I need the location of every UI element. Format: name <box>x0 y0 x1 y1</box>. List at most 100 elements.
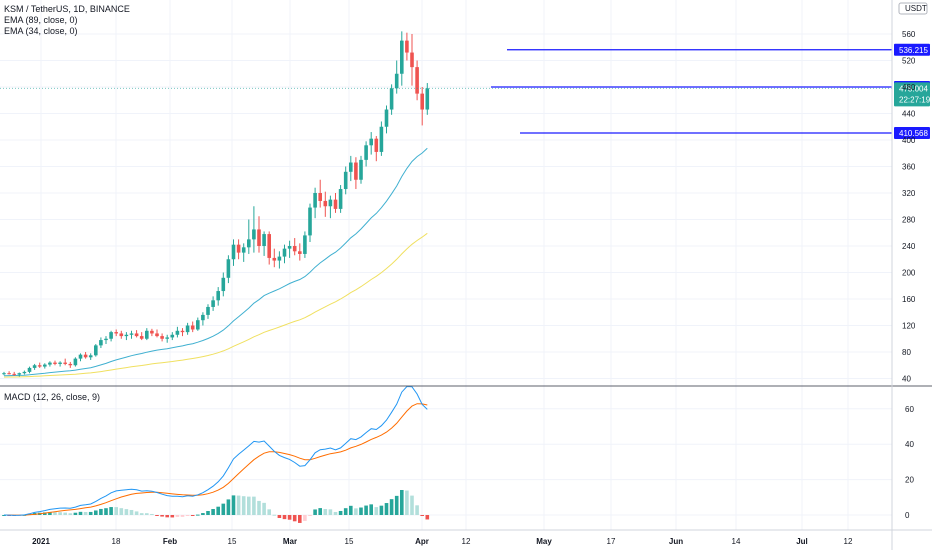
macd-histogram-bar <box>94 510 98 515</box>
candle-body <box>109 332 113 339</box>
time-tick-label: 18 <box>112 537 121 546</box>
macd-histogram-bar <box>124 509 129 515</box>
macd-histogram-bar <box>272 514 277 516</box>
candle-body <box>12 373 16 375</box>
candle-body <box>420 93 424 110</box>
legend-ema34[interactable]: EMA (34, close, 0) <box>4 26 78 36</box>
candle-body <box>272 257 277 261</box>
macd-histogram-bar <box>190 515 195 516</box>
candle-body <box>231 244 236 260</box>
candle-body <box>180 330 185 333</box>
macd-histogram-bar <box>287 515 292 520</box>
candle-body <box>425 88 430 110</box>
candle-body <box>410 52 414 68</box>
candle-body <box>32 365 37 368</box>
macd-histogram-bar <box>359 507 363 515</box>
main-legend: KSM / TetherUS, 1D, BINANCE EMA (89, clo… <box>4 4 130 37</box>
candle-body <box>160 336 164 339</box>
macd-histogram-bar <box>73 512 78 515</box>
price-tick-label: 280 <box>902 216 916 225</box>
candle-body <box>73 358 78 366</box>
candle-body <box>328 199 333 207</box>
macd-histogram-bar <box>389 499 394 515</box>
candle-body <box>58 362 62 364</box>
macd-histogram-bar <box>226 499 231 515</box>
ema89-line <box>3 232 428 378</box>
candle-body <box>206 306 210 315</box>
price-tick-label: 360 <box>902 163 916 172</box>
legend-symbol[interactable]: KSM / TetherUS, 1D, BINANCE <box>4 4 130 14</box>
candle-body <box>405 40 409 53</box>
candle-body <box>155 333 159 337</box>
time-tick-label: Mar <box>283 537 297 546</box>
macd-histogram-bar <box>379 505 384 515</box>
macd-histogram-bar <box>139 513 144 515</box>
candle-body <box>78 354 83 359</box>
candle-body <box>165 337 169 339</box>
macd-histogram-bar <box>247 496 251 515</box>
macd-histogram-bar <box>83 511 88 515</box>
time-tick-label: Apr <box>415 537 429 546</box>
price-level-value: 536.215 <box>899 46 928 55</box>
time-tick-label: 12 <box>844 537 853 546</box>
candle-body <box>201 314 205 321</box>
macd-histogram-bar <box>53 512 57 515</box>
macd-histogram-bar <box>196 514 200 516</box>
candle-body <box>119 333 124 337</box>
macd-signal-line <box>4 403 428 516</box>
candle-body <box>374 138 379 152</box>
macd-layer <box>2 385 430 523</box>
candle-body <box>175 330 180 335</box>
macd-histogram-bar <box>134 511 139 515</box>
candle-body <box>185 325 190 333</box>
candles-layer <box>2 31 430 377</box>
candle-body <box>99 340 103 346</box>
ema34-layer <box>3 147 428 377</box>
macd-histogram-bar <box>267 509 271 515</box>
legend-macd[interactable]: MACD (12, 26, close, 9) <box>4 392 101 402</box>
candle-body <box>226 259 231 278</box>
macd-histogram-bar <box>338 510 343 515</box>
candle-body <box>129 333 134 335</box>
candle-body <box>369 138 373 146</box>
candle-body <box>252 229 256 240</box>
legend-ema89[interactable]: EMA (89, close, 0) <box>4 15 78 25</box>
price-tick-label: 480 <box>902 83 916 92</box>
macd-histogram-bar <box>405 490 409 515</box>
macd-histogram-bar <box>384 503 389 515</box>
candle-body <box>145 330 149 339</box>
candle-body <box>63 362 67 364</box>
macd-tick-label: 0 <box>905 511 910 520</box>
macd-histogram-bar <box>99 508 103 515</box>
candle-body <box>318 193 322 201</box>
candle-body <box>257 229 261 246</box>
candle-body <box>17 373 22 375</box>
time-tick-label: Jul <box>796 537 808 546</box>
candle-body <box>170 334 175 338</box>
macd-tick-label: 60 <box>905 405 914 414</box>
candle-body <box>211 300 215 307</box>
candle-body <box>94 345 98 356</box>
candle-body <box>53 362 57 364</box>
macd-histogram-bar <box>328 509 333 515</box>
macd-histogram-bar <box>114 507 118 515</box>
time-tick-label: 14 <box>732 537 741 546</box>
macd-histogram-bar <box>374 507 379 515</box>
candle-body <box>27 367 32 372</box>
ema34-line <box>3 147 428 377</box>
currency-label: USDT <box>905 4 927 13</box>
price-tick-label: 440 <box>902 110 916 119</box>
candle-body <box>104 338 108 341</box>
candle-body <box>364 145 368 160</box>
price-tick-label: 80 <box>902 348 911 357</box>
macd-line <box>3 385 428 516</box>
macd-histogram-bar <box>400 489 404 515</box>
price-tick-label: 400 <box>902 136 916 145</box>
macd-histogram-bar <box>119 508 124 515</box>
candle-body <box>359 159 363 180</box>
candle-body <box>37 365 42 367</box>
candle-body <box>384 109 389 127</box>
candle-body <box>379 126 384 152</box>
